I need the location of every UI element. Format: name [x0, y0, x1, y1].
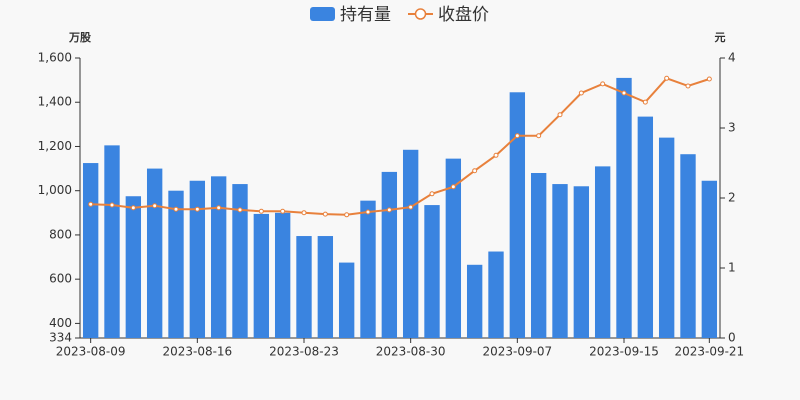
price-point — [88, 201, 94, 207]
y2-tick-label: 4 — [728, 51, 736, 65]
price-point — [536, 133, 542, 139]
price-point — [173, 206, 179, 212]
price-point — [514, 133, 520, 139]
price-point — [578, 90, 584, 96]
price-point — [621, 90, 627, 96]
bar — [168, 190, 184, 338]
bar — [616, 77, 632, 338]
bar — [701, 180, 718, 338]
x-tick-label: 2023-08-23 — [269, 345, 339, 359]
price-point — [493, 152, 499, 158]
legend-label: 持有量 — [340, 5, 391, 25]
bar — [637, 116, 654, 338]
bar — [488, 251, 504, 338]
y2-axis-label: 元 — [715, 31, 726, 44]
bar — [530, 173, 547, 338]
y2-tick-label: 0 — [728, 331, 736, 345]
y-axis-label: 万股 — [68, 31, 92, 44]
price-point — [301, 210, 307, 216]
y-tick-label: 1,600 — [38, 51, 72, 65]
x-tick-label: 2023-08-09 — [56, 345, 126, 359]
bar — [274, 212, 291, 338]
price-point — [344, 212, 350, 218]
bar — [253, 213, 270, 338]
bar — [104, 145, 120, 338]
bar — [317, 236, 334, 338]
bar — [232, 184, 248, 338]
x-tick-label: 2023-08-16 — [162, 345, 232, 359]
x-tick-label: 2023-09-21 — [674, 345, 744, 359]
price-point — [280, 208, 286, 214]
y-tick-label: 1,400 — [38, 95, 72, 109]
price-point — [152, 203, 158, 209]
bar — [509, 92, 526, 338]
legend-swatch — [310, 7, 335, 21]
price-point — [365, 209, 371, 215]
price-point — [429, 191, 435, 197]
bar — [338, 262, 355, 338]
legend-swatch — [414, 8, 427, 20]
price-point — [237, 207, 243, 213]
legend-label: 收盘价 — [438, 5, 489, 25]
bar — [189, 180, 206, 338]
price-point — [322, 211, 328, 217]
price-line — [90, 77, 710, 216]
bar — [424, 205, 440, 338]
price-point — [600, 81, 606, 87]
price-point — [706, 76, 712, 82]
price-point — [450, 184, 456, 190]
y-tick-label: 1,200 — [38, 139, 72, 153]
price-point — [472, 168, 478, 174]
bar — [125, 196, 142, 338]
bar — [82, 163, 99, 338]
price-point — [258, 208, 264, 214]
bar — [594, 166, 611, 338]
bar — [296, 236, 312, 338]
y-tick-label: 334 — [49, 331, 72, 345]
bar — [573, 186, 590, 338]
price-point — [664, 75, 670, 81]
y-tick-label: 600 — [49, 272, 72, 286]
bar — [381, 171, 398, 338]
bar — [146, 168, 163, 338]
bar — [360, 200, 376, 338]
price-point — [216, 205, 222, 211]
price-point — [685, 83, 691, 89]
price-point — [408, 204, 414, 210]
price-point — [642, 99, 648, 105]
bar — [680, 154, 696, 338]
y2-tick-label: 1 — [728, 261, 736, 275]
y-tick-label: 800 — [49, 227, 72, 241]
bar — [402, 149, 419, 338]
bar — [466, 264, 483, 338]
bar — [552, 184, 568, 338]
y-tick-label: 400 — [49, 316, 72, 330]
price-point — [557, 112, 563, 118]
y-tick-label: 1,000 — [38, 183, 72, 197]
y2-tick-label: 2 — [728, 191, 736, 205]
x-tick-label: 2023-08-30 — [376, 345, 446, 359]
x-tick-label: 2023-09-15 — [589, 345, 659, 359]
price-point — [130, 205, 136, 211]
bar — [210, 176, 227, 338]
y2-tick-label: 3 — [728, 121, 736, 135]
bar — [658, 137, 675, 338]
price-point — [109, 202, 115, 208]
bar — [445, 158, 462, 338]
price-point — [386, 207, 392, 213]
x-tick-label: 2023-09-07 — [482, 345, 552, 359]
price-point — [194, 206, 200, 212]
